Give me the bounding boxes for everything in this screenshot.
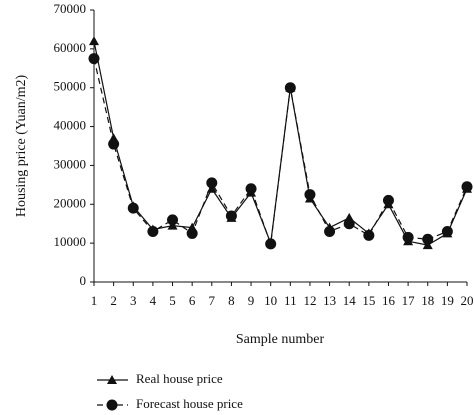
y-tick-label: 60000: [54, 40, 87, 55]
data-point: [225, 210, 237, 222]
data-point: [206, 177, 218, 189]
data-point: [147, 225, 159, 237]
x-tick-label: 11: [284, 293, 297, 308]
data-point: [245, 183, 257, 195]
data-point: [402, 231, 414, 243]
data-point: [422, 233, 434, 245]
x-tick-label: 1: [91, 293, 98, 308]
data-point: [343, 218, 355, 230]
data-point: [461, 181, 473, 193]
legend-marker: [107, 375, 117, 384]
legend-label: Real house price: [136, 371, 223, 386]
data-point: [265, 238, 277, 250]
x-tick-label: 14: [343, 293, 357, 308]
data-point: [89, 36, 99, 46]
x-tick-label: 6: [189, 293, 196, 308]
data-point: [186, 227, 198, 239]
x-tick-label: 17: [402, 293, 416, 308]
y-tick-label: 10000: [54, 234, 87, 249]
x-tick-label: 9: [248, 293, 255, 308]
data-point: [284, 82, 296, 94]
data-point: [382, 194, 394, 206]
series-line: [93, 58, 468, 245]
y-tick-label: 40000: [54, 118, 87, 133]
data-point: [127, 202, 139, 214]
x-tick-label: 7: [209, 293, 216, 308]
data-point: [167, 214, 179, 226]
legend-label: Forecast house price: [136, 396, 243, 411]
x-tick-label: 15: [362, 293, 375, 308]
y-tick-label: 70000: [54, 1, 87, 16]
legend-marker: [106, 399, 118, 411]
series-line: [93, 40, 468, 246]
x-tick-label: 8: [228, 293, 235, 308]
y-tick-label: 30000: [54, 156, 87, 171]
y-tick-label: 20000: [54, 195, 87, 210]
data-point: [304, 189, 316, 201]
data-point: [324, 225, 336, 237]
y-tick-label: 0: [80, 273, 87, 288]
x-tick-label: 18: [421, 293, 434, 308]
x-tick-label: 20: [461, 293, 474, 308]
x-axis-title: Sample number: [236, 332, 325, 347]
x-tick-label: 3: [130, 293, 137, 308]
x-tick-label: 19: [441, 293, 454, 308]
data-point: [108, 138, 120, 150]
x-tick-label: 5: [169, 293, 176, 308]
y-axis-title: Housing price (Yuan/m2): [14, 75, 29, 218]
x-tick-label: 16: [382, 293, 396, 308]
data-point: [363, 229, 375, 241]
x-tick-label: 13: [323, 293, 336, 308]
x-tick-label: 12: [303, 293, 316, 308]
data-point: [441, 225, 453, 237]
x-tick-label: 2: [110, 293, 117, 308]
y-tick-label: 50000: [54, 79, 87, 94]
x-tick-label: 4: [150, 293, 157, 308]
x-tick-label: 10: [264, 293, 277, 308]
data-point: [88, 53, 100, 65]
